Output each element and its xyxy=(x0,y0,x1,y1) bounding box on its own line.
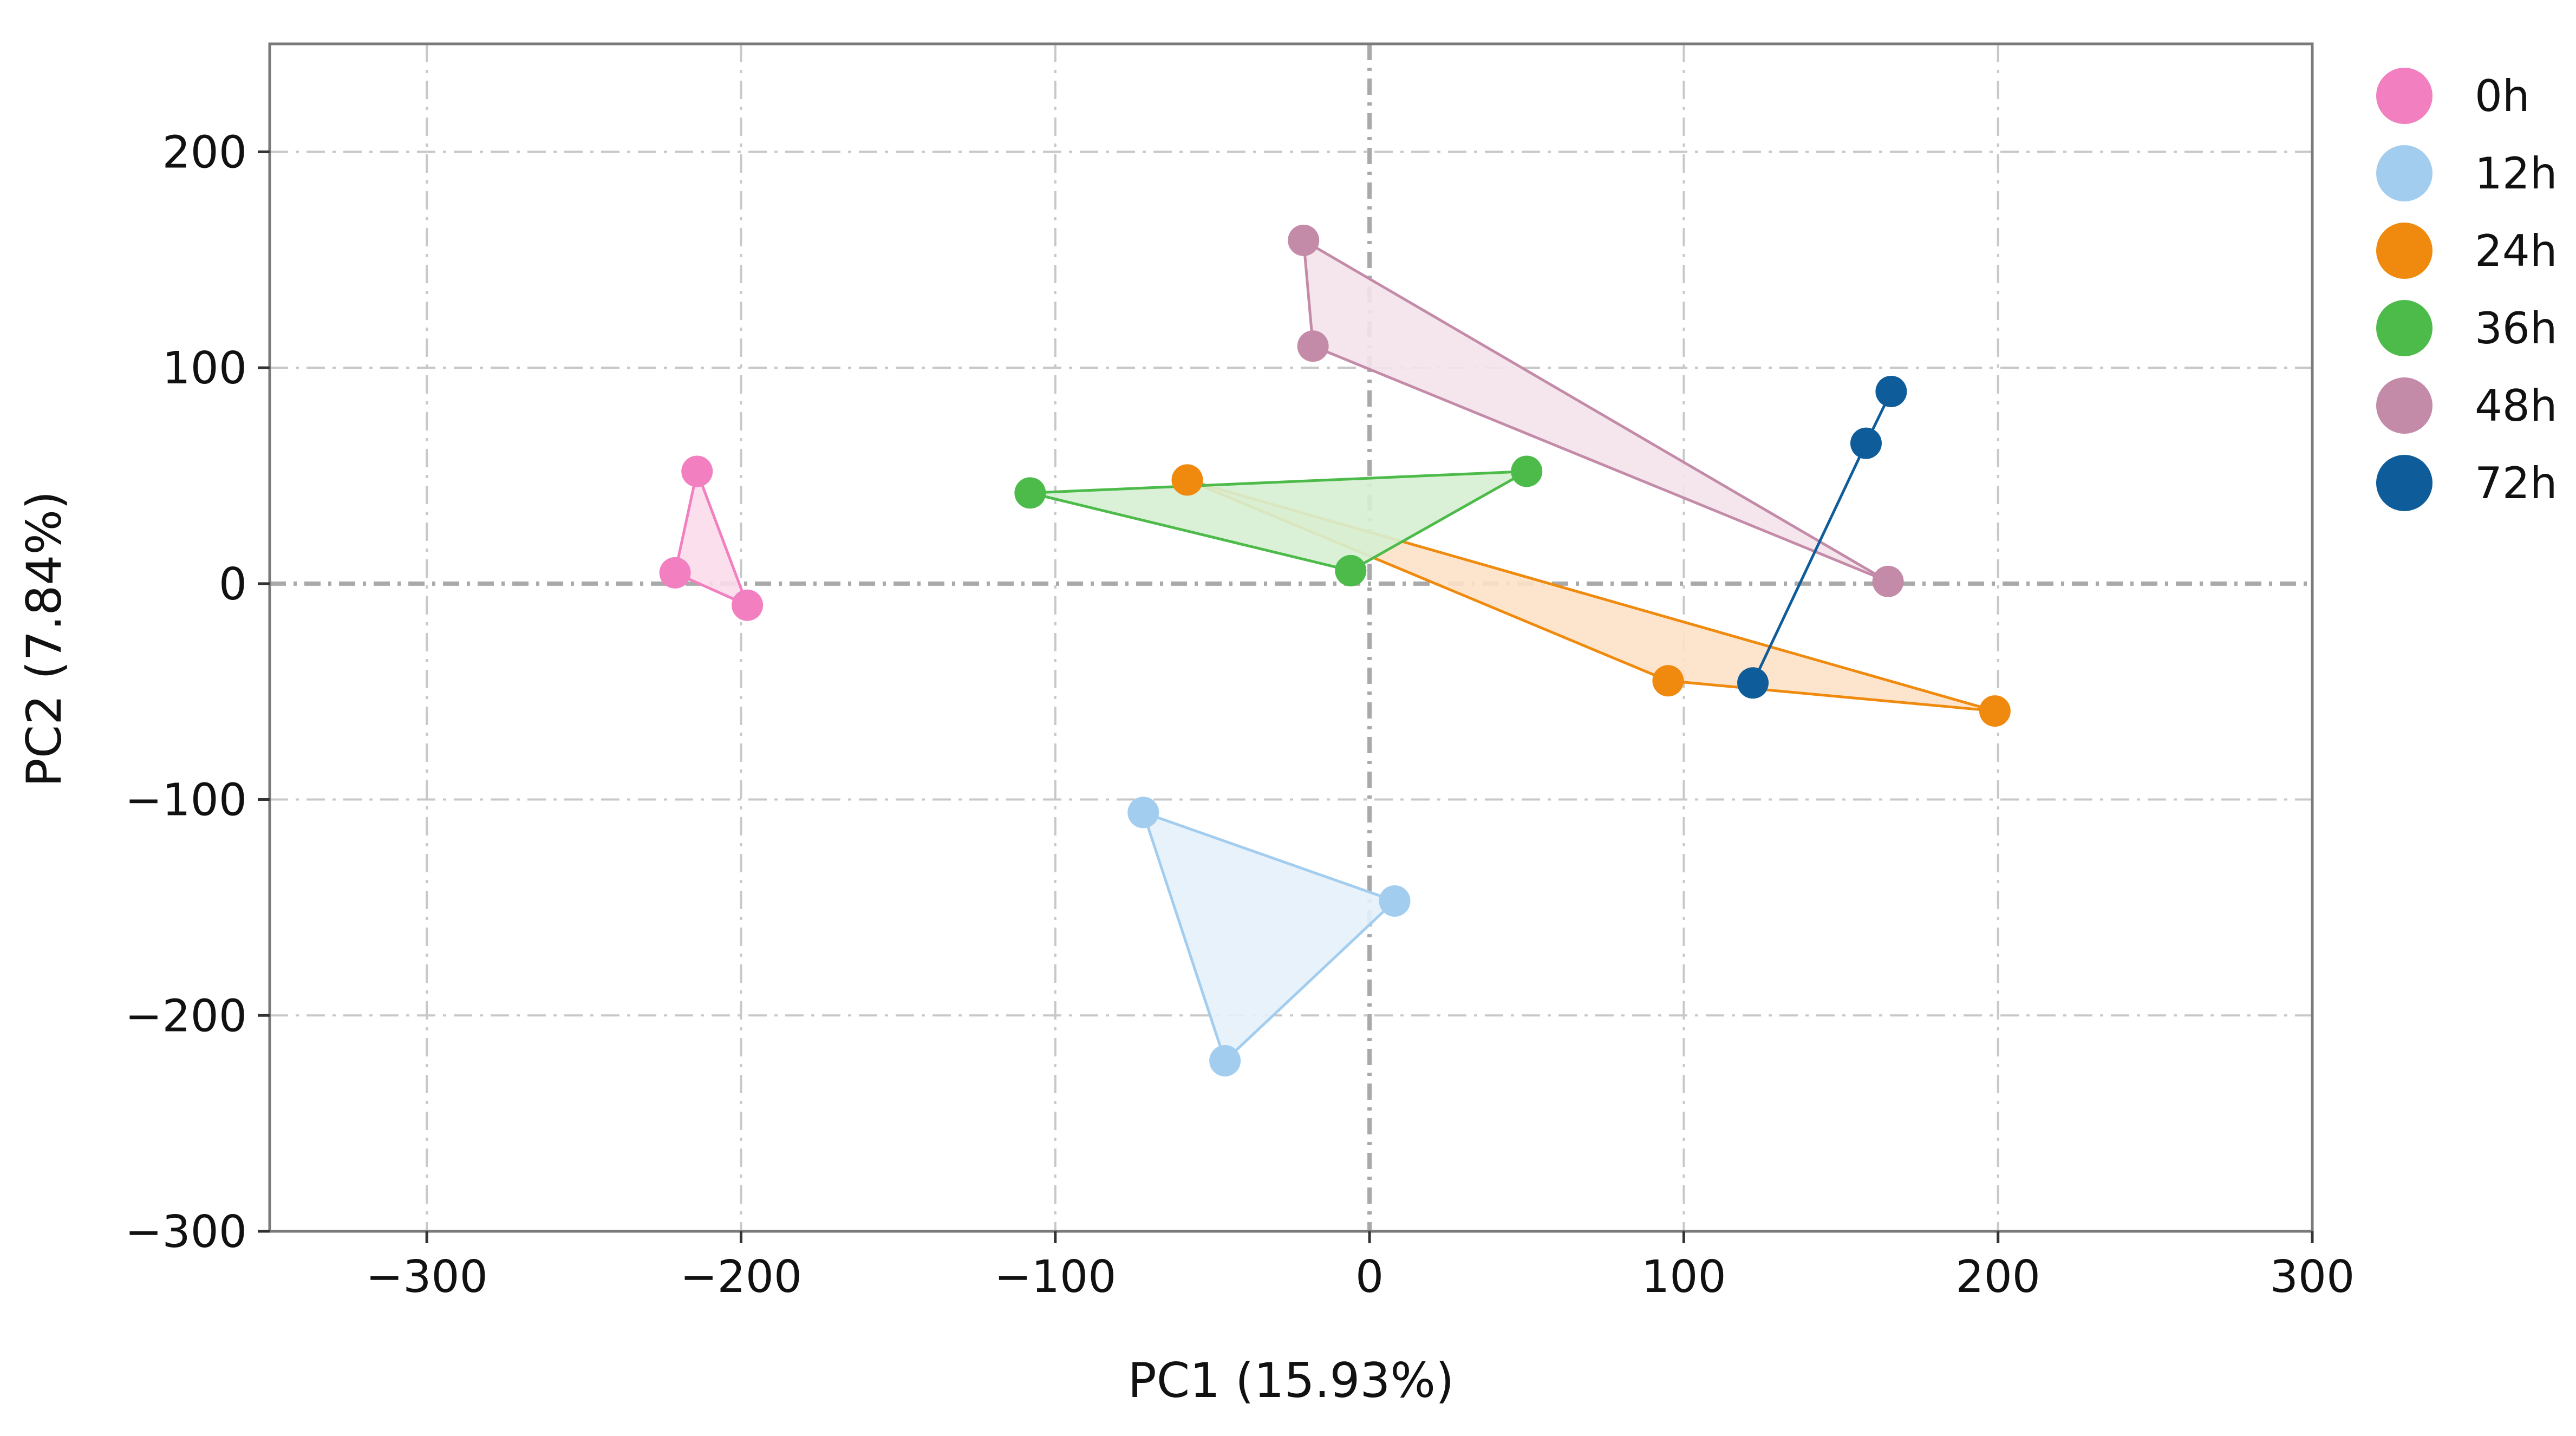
hull-36h xyxy=(1028,469,1528,572)
y-tick-label: −100 xyxy=(125,775,247,826)
legend-marker-0h xyxy=(2376,68,2432,124)
point-36h-2 xyxy=(1511,455,1543,487)
point-24h-1 xyxy=(1171,464,1203,496)
legend-label-0h: 0h xyxy=(2475,71,2530,121)
point-0h-2 xyxy=(681,455,713,487)
y-tick-label: 0 xyxy=(219,559,247,610)
point-36h-3 xyxy=(1335,554,1367,586)
point-36h-1 xyxy=(1014,477,1046,509)
x-tick-label: 200 xyxy=(1955,1251,2040,1303)
y-tick-label: −300 xyxy=(125,1206,247,1258)
point-72h-2 xyxy=(1850,427,1882,459)
y-axis-label: PC2 (7.84%) xyxy=(16,491,72,787)
legend-label-72h: 72h xyxy=(2475,458,2558,508)
y-tick-label: −200 xyxy=(125,990,247,1042)
point-12h-2 xyxy=(1379,885,1411,917)
legend-marker-48h xyxy=(2376,377,2432,434)
point-24h-3 xyxy=(1979,695,2011,727)
legend-marker-36h xyxy=(2376,300,2432,356)
legend-label-12h: 12h xyxy=(2475,148,2558,199)
legend-label-48h: 48h xyxy=(2475,381,2558,431)
hull-0h xyxy=(674,469,749,607)
point-48h-3 xyxy=(1872,565,1904,597)
legend-label-24h: 24h xyxy=(2475,226,2558,276)
grid-layer xyxy=(270,44,2312,1231)
y-tick-label: 100 xyxy=(162,343,247,394)
group-hulls xyxy=(674,239,1997,1062)
hull-12h xyxy=(1142,811,1397,1062)
point-48h-2 xyxy=(1297,330,1329,362)
point-72h-3 xyxy=(1875,375,1907,407)
point-0h-3 xyxy=(732,589,764,621)
x-axis-label: PC1 (15.93%) xyxy=(1128,1353,1455,1408)
y-tick-label: 200 xyxy=(162,127,247,178)
x-tick-label: 100 xyxy=(1641,1251,1726,1303)
point-48h-1 xyxy=(1288,224,1320,256)
legend-marker-12h xyxy=(2376,145,2432,201)
x-tick-label: −200 xyxy=(680,1251,802,1303)
point-0h-1 xyxy=(659,557,691,589)
point-12h-1 xyxy=(1127,797,1159,828)
x-tick-label: −100 xyxy=(994,1251,1116,1303)
plot-frame xyxy=(268,42,2314,1233)
legend: 0h 12h 24h 36h 48h 72h xyxy=(2376,68,2558,511)
point-72h-1 xyxy=(1737,667,1769,699)
point-12h-3 xyxy=(1209,1045,1241,1077)
x-tick-label: 0 xyxy=(1355,1251,1384,1303)
legend-marker-24h xyxy=(2376,223,2432,279)
x-tick-label: 300 xyxy=(2270,1251,2355,1303)
legend-label-36h: 36h xyxy=(2475,303,2558,354)
data-points xyxy=(659,224,2011,1077)
point-24h-2 xyxy=(1652,665,1684,697)
hull-48h xyxy=(1302,239,1890,583)
x-tick-label: −300 xyxy=(366,1251,488,1303)
legend-marker-72h xyxy=(2376,455,2432,511)
axis-ticks: −300 −200 −100 0 100 200 300 −300 −200 −100 0 100 20… xyxy=(125,127,2355,1303)
